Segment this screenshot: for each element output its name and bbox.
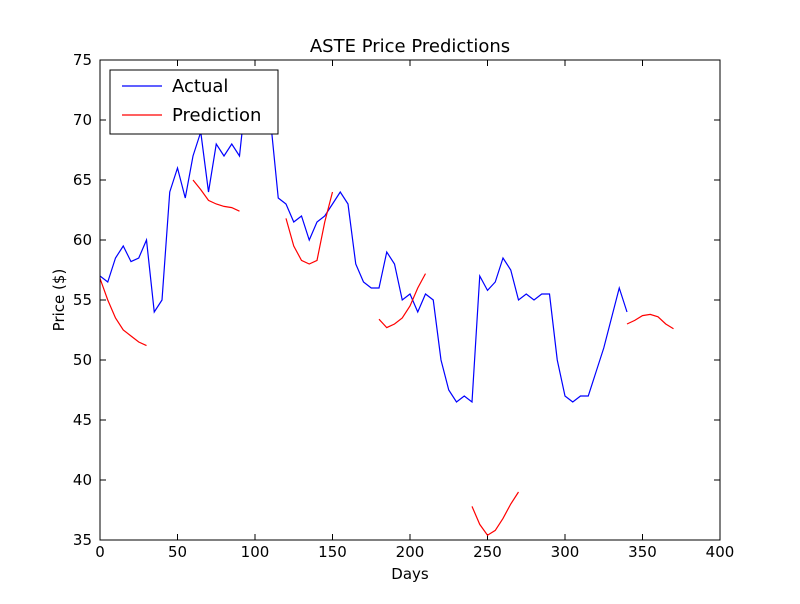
plot-area: [100, 70, 674, 537]
x-tick-label: 100: [241, 543, 270, 561]
legend-box: [109, 69, 279, 135]
x-tick-label: 50: [168, 543, 187, 561]
chart-title: ASTE Price Predictions: [310, 36, 510, 57]
y-tick-label: 45: [73, 411, 92, 429]
y-tick-label: 40: [73, 471, 92, 489]
x-tick-label: 400: [706, 543, 735, 561]
legend-label: Prediction: [172, 105, 261, 126]
y-tick-label: 60: [73, 231, 92, 249]
x-tick-label: 350: [628, 543, 657, 561]
y-tick-label: 55: [73, 291, 92, 309]
y-tick-label: 50: [73, 351, 92, 369]
y-tick-label: 35: [73, 531, 92, 549]
x-tick-label: 250: [473, 543, 502, 561]
y-axis-label: Price ($): [50, 269, 68, 332]
x-tick-label: 300: [551, 543, 580, 561]
legend-label: Actual: [172, 76, 228, 97]
y-tick-label: 65: [73, 171, 92, 189]
plot-frame: [99, 59, 721, 541]
y-tick-label: 75: [73, 51, 92, 69]
x-axis-label: Days: [391, 565, 429, 583]
series-line: [100, 179, 674, 537]
y-tick-label: 70: [73, 111, 92, 129]
series-line: [100, 70, 628, 404]
x-tick-label: 200: [396, 543, 425, 561]
x-tick-label: 0: [95, 543, 105, 561]
x-tick-label: 150: [318, 543, 347, 561]
